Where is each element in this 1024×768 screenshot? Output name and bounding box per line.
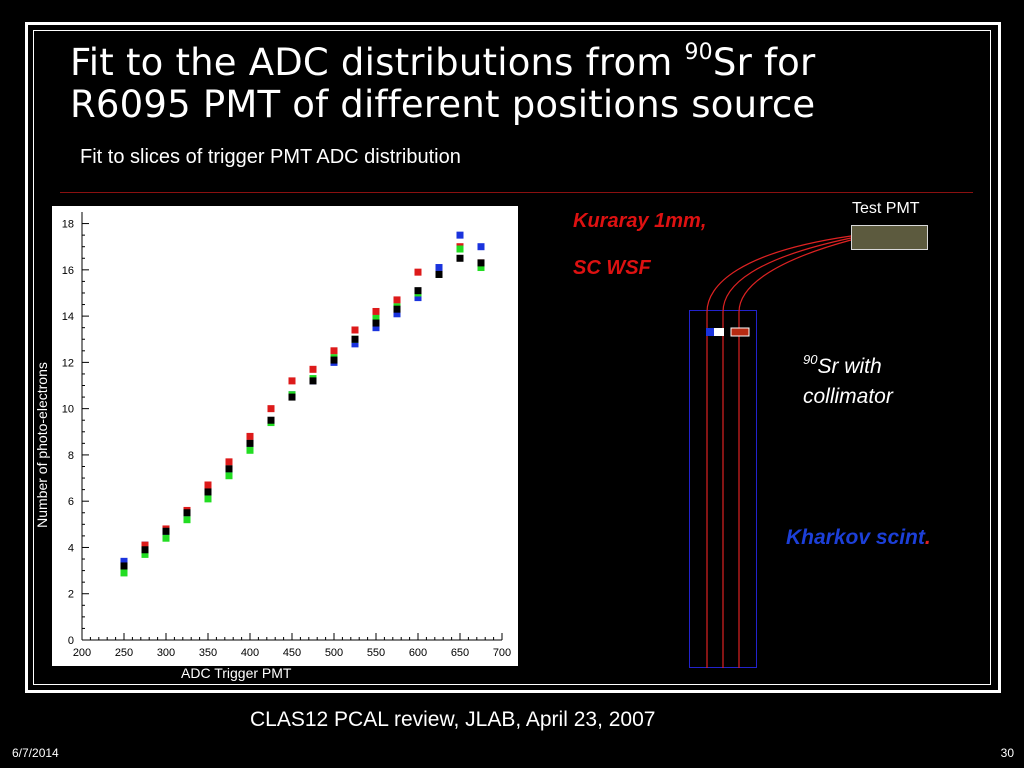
slide-subtitle: Fit to slices of trigger PMT ADC distrib… xyxy=(80,146,461,168)
y-tick-label: 0 xyxy=(68,635,74,647)
data-point xyxy=(246,432,254,440)
data-point xyxy=(330,356,338,364)
data-point xyxy=(204,495,212,503)
data-point xyxy=(351,326,359,334)
data-point xyxy=(309,365,317,373)
data-point xyxy=(372,324,380,332)
data-point xyxy=(435,264,443,272)
scintillator-strip xyxy=(689,310,757,668)
data-point xyxy=(351,335,359,343)
data-point xyxy=(141,550,149,558)
data-point xyxy=(372,307,380,315)
data-point xyxy=(225,472,233,480)
data-point xyxy=(414,287,422,295)
data-point xyxy=(456,245,464,253)
y-axis-label: Number of photo-electrons xyxy=(34,362,50,528)
slide-frame-inner xyxy=(33,30,991,685)
data-point xyxy=(288,393,296,401)
data-point xyxy=(120,569,128,577)
data-point xyxy=(246,446,254,454)
kuraray-label: Kuraray 1mm, xyxy=(573,210,707,232)
kharkov-scint-label: Kharkov scint. xyxy=(786,526,931,549)
data-point xyxy=(204,481,212,489)
data-point xyxy=(477,243,485,251)
data-point xyxy=(267,416,275,424)
data-point xyxy=(183,509,191,517)
data-point xyxy=(225,465,233,473)
title-line-1: Fit to the ADC distributions from 90Sr f… xyxy=(70,40,816,84)
y-tick-label: 12 xyxy=(62,357,74,369)
page-number: 30 xyxy=(1000,746,1014,760)
divider-line xyxy=(60,192,973,193)
data-point xyxy=(351,340,359,348)
data-point xyxy=(288,377,296,385)
y-tick-label: 4 xyxy=(68,542,74,554)
data-point xyxy=(162,534,170,542)
x-tick-label: 200 xyxy=(73,647,91,659)
y-tick-label: 14 xyxy=(62,311,74,323)
sr-line-2: collimator xyxy=(803,385,893,408)
data-point xyxy=(120,557,128,565)
data-point xyxy=(372,314,380,322)
slide-frame-outer xyxy=(25,22,1001,693)
x-tick-label: 400 xyxy=(241,647,259,659)
title-superscript: 90 xyxy=(684,40,713,65)
x-tick-label: 600 xyxy=(409,647,427,659)
data-point xyxy=(141,546,149,554)
y-tick-label: 16 xyxy=(62,265,74,277)
data-point xyxy=(141,541,149,549)
x-tick-label: 650 xyxy=(451,647,469,659)
test-pmt-label: Test PMT xyxy=(852,200,920,217)
x-tick-label: 500 xyxy=(325,647,343,659)
data-point xyxy=(267,405,275,413)
data-point xyxy=(246,439,254,447)
slide-date: 6/7/2014 xyxy=(12,746,59,760)
sr-source-label: 90Sr with collimator xyxy=(803,352,893,412)
data-point xyxy=(120,562,128,570)
data-point xyxy=(435,270,443,278)
plot-area: 200 250 300 350 400 450 500 550 600 650 700 0 2 4 6 8 10… xyxy=(52,206,518,666)
data-point xyxy=(477,259,485,267)
sr-line-1: 90Sr with xyxy=(803,352,882,378)
data-point xyxy=(393,310,401,318)
data-point xyxy=(393,296,401,304)
x-tick-label: 550 xyxy=(367,647,385,659)
x-tick-label: 700 xyxy=(493,647,511,659)
data-point xyxy=(372,319,380,327)
title-line-2: R6095 PMT of different positions source xyxy=(70,83,816,126)
data-point xyxy=(204,488,212,496)
data-point xyxy=(393,305,401,313)
y-tick-label: 2 xyxy=(68,589,74,601)
x-tick-label: 250 xyxy=(115,647,133,659)
x-tick-label: 350 xyxy=(199,647,217,659)
test-pmt-box xyxy=(851,225,928,250)
x-axis-label: ADC Trigger PMT xyxy=(181,665,292,681)
data-point xyxy=(414,268,422,276)
data-point xyxy=(225,458,233,466)
footer-text: CLAS12 PCAL review, JLAB, April 23, 2007 xyxy=(250,708,656,731)
y-tick-label: 8 xyxy=(68,450,74,462)
y-tick-label: 6 xyxy=(68,496,74,508)
data-point xyxy=(183,516,191,524)
data-point xyxy=(162,527,170,535)
data-point xyxy=(456,231,464,239)
wsf-label: SC WSF xyxy=(573,257,651,279)
data-point xyxy=(330,347,338,355)
slide-title: Fit to the ADC distributions from 90Sr f… xyxy=(70,42,815,126)
scatter-chart: 200 250 300 350 400 450 500 550 600 650 700 0 2 4 6 8 10… xyxy=(62,212,511,659)
data-point xyxy=(477,264,485,272)
x-tick-label: 300 xyxy=(157,647,175,659)
data-point xyxy=(309,377,317,385)
y-tick-label: 18 xyxy=(62,219,74,231)
x-tick-label: 450 xyxy=(283,647,301,659)
data-point xyxy=(414,294,422,302)
data-point xyxy=(456,254,464,262)
y-tick-label: 10 xyxy=(62,404,74,416)
